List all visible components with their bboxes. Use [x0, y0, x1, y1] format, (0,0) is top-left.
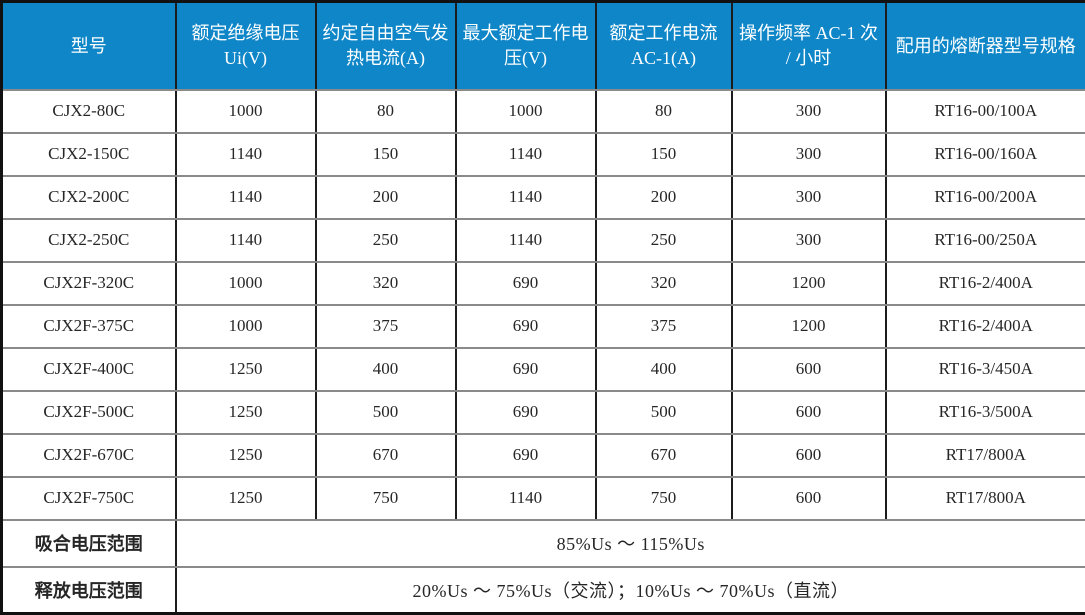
- max-voltage-cell: 690: [456, 434, 596, 477]
- max-voltage-cell: 1140: [456, 176, 596, 219]
- op-frequency-cell: 300: [732, 90, 886, 133]
- insulation-voltage-cell: 1140: [176, 219, 316, 262]
- fuse-spec-cell: RT17/800A: [886, 434, 1085, 477]
- fuse-spec-cell: RT17/800A: [886, 477, 1085, 520]
- max-voltage-cell: 690: [456, 348, 596, 391]
- model-cell: CJX2F-670C: [2, 434, 176, 477]
- table-footer: 吸合电压范围 85%Us ～ 115%Us 释放电压范围 20%Us ～ 75%…: [2, 520, 1085, 614]
- thermal-current-cell: 500: [316, 391, 456, 434]
- rated-current-cell: 500: [596, 391, 732, 434]
- release-voltage-row: 释放电压范围 20%Us ～ 75%Us（交流）；10%Us ～ 70%Us（直…: [2, 567, 1085, 614]
- insulation-voltage-cell: 1000: [176, 90, 316, 133]
- rated-current-cell: 80: [596, 90, 732, 133]
- column-header-thermal-current: 约定自由空气发热电流(A): [316, 2, 456, 90]
- release-voltage-value: 20%Us ～ 75%Us（交流）；10%Us ～ 70%Us（直流）: [176, 567, 1085, 614]
- thermal-current-cell: 80: [316, 90, 456, 133]
- max-voltage-cell: 690: [456, 262, 596, 305]
- model-cell: CJX2-150C: [2, 133, 176, 176]
- header-row: 型号 额定绝缘电压 Ui(V) 约定自由空气发热电流(A) 最大额定工作电压(V…: [2, 2, 1085, 90]
- op-frequency-cell: 300: [732, 176, 886, 219]
- fuse-spec-cell: RT16-3/450A: [886, 348, 1085, 391]
- rated-current-cell: 670: [596, 434, 732, 477]
- op-frequency-cell: 600: [732, 391, 886, 434]
- model-cell: CJX2F-500C: [2, 391, 176, 434]
- op-frequency-cell: 1200: [732, 262, 886, 305]
- model-cell: CJX2-200C: [2, 176, 176, 219]
- pickup-voltage-row: 吸合电压范围 85%Us ～ 115%Us: [2, 520, 1085, 567]
- model-cell: CJX2F-750C: [2, 477, 176, 520]
- max-voltage-cell: 690: [456, 391, 596, 434]
- rated-current-cell: 250: [596, 219, 732, 262]
- op-frequency-cell: 1200: [732, 305, 886, 348]
- column-header-op-frequency: 操作频率 AC-1 次 / 小时: [732, 2, 886, 90]
- fuse-spec-cell: RT16-2/400A: [886, 262, 1085, 305]
- pickup-voltage-value: 85%Us ～ 115%Us: [176, 520, 1085, 567]
- insulation-voltage-cell: 1250: [176, 348, 316, 391]
- model-cell: CJX2-250C: [2, 219, 176, 262]
- insulation-voltage-cell: 1140: [176, 176, 316, 219]
- max-voltage-cell: 1140: [456, 133, 596, 176]
- op-frequency-cell: 600: [732, 434, 886, 477]
- column-header-model: 型号: [2, 2, 176, 90]
- insulation-voltage-cell: 1250: [176, 434, 316, 477]
- column-header-insulation-voltage: 额定绝缘电压 Ui(V): [176, 2, 316, 90]
- rated-current-cell: 375: [596, 305, 732, 348]
- op-frequency-cell: 300: [732, 219, 886, 262]
- op-frequency-cell: 600: [732, 477, 886, 520]
- insulation-voltage-cell: 1000: [176, 305, 316, 348]
- fuse-spec-cell: RT16-2/400A: [886, 305, 1085, 348]
- table-header: 型号 额定绝缘电压 Ui(V) 约定自由空气发热电流(A) 最大额定工作电压(V…: [2, 2, 1085, 90]
- fuse-spec-cell: RT16-00/160A: [886, 133, 1085, 176]
- rated-current-cell: 750: [596, 477, 732, 520]
- model-cell: CJX2-80C: [2, 90, 176, 133]
- rated-current-cell: 320: [596, 262, 732, 305]
- fuse-spec-cell: RT16-00/200A: [886, 176, 1085, 219]
- column-header-max-voltage: 最大额定工作电压(V): [456, 2, 596, 90]
- model-cell: CJX2F-375C: [2, 305, 176, 348]
- rated-current-cell: 200: [596, 176, 732, 219]
- max-voltage-cell: 1000: [456, 90, 596, 133]
- model-cell: CJX2F-320C: [2, 262, 176, 305]
- rated-current-cell: 150: [596, 133, 732, 176]
- rated-current-cell: 400: [596, 348, 732, 391]
- insulation-voltage-cell: 1000: [176, 262, 316, 305]
- thermal-current-cell: 670: [316, 434, 456, 477]
- fuse-spec-cell: RT16-00/250A: [886, 219, 1085, 262]
- op-frequency-cell: 300: [732, 133, 886, 176]
- pickup-voltage-label: 吸合电压范围: [2, 520, 176, 567]
- thermal-current-cell: 400: [316, 348, 456, 391]
- thermal-current-cell: 375: [316, 305, 456, 348]
- max-voltage-cell: 690: [456, 305, 596, 348]
- column-header-rated-current: 额定工作电流 AC-1(A): [596, 2, 732, 90]
- insulation-voltage-cell: 1250: [176, 391, 316, 434]
- thermal-current-cell: 150: [316, 133, 456, 176]
- insulation-voltage-cell: 1250: [176, 477, 316, 520]
- max-voltage-cell: 1140: [456, 219, 596, 262]
- column-header-fuse-spec: 配用的熔断器型号规格: [886, 2, 1085, 90]
- thermal-current-cell: 200: [316, 176, 456, 219]
- thermal-current-cell: 750: [316, 477, 456, 520]
- release-voltage-label: 释放电压范围: [2, 567, 176, 614]
- model-cell: CJX2F-400C: [2, 348, 176, 391]
- fuse-spec-cell: RT16-3/500A: [886, 391, 1085, 434]
- max-voltage-cell: 1140: [456, 477, 596, 520]
- fuse-spec-cell: RT16-00/100A: [886, 90, 1085, 133]
- op-frequency-cell: 600: [732, 348, 886, 391]
- insulation-voltage-cell: 1140: [176, 133, 316, 176]
- thermal-current-cell: 250: [316, 219, 456, 262]
- thermal-current-cell: 320: [316, 262, 456, 305]
